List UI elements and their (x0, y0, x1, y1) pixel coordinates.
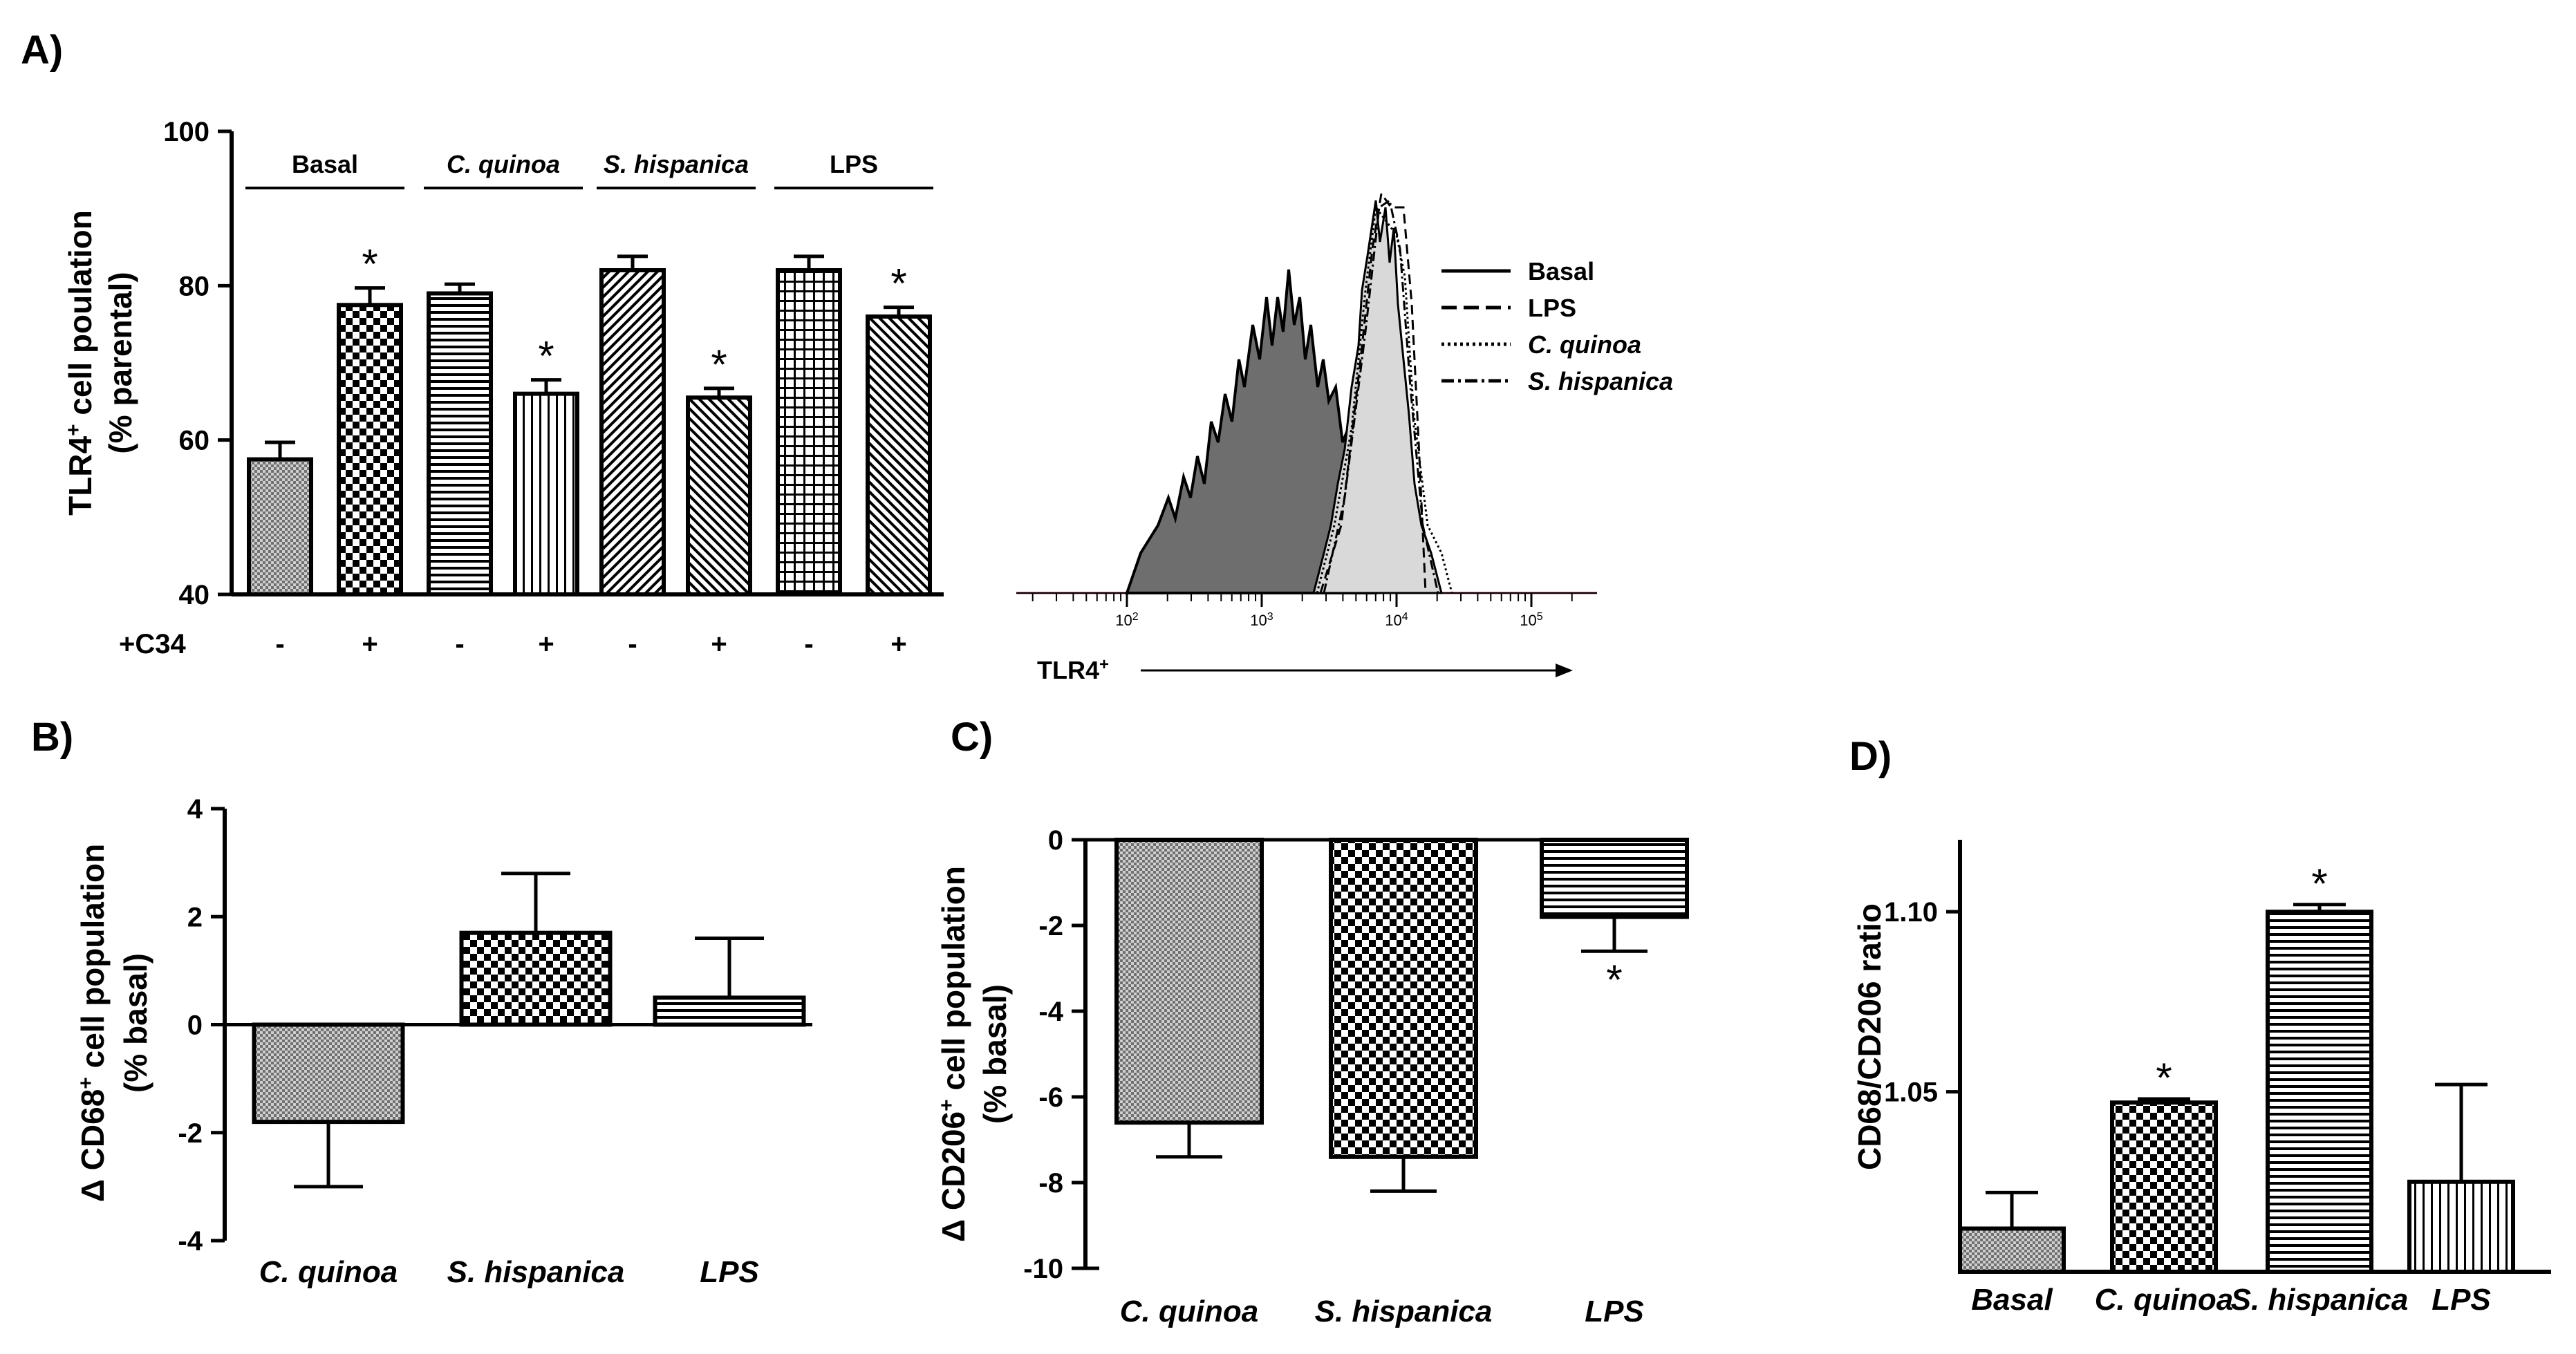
x-tick-label: C. quinoa (1120, 1295, 1258, 1328)
histogram-basal-fill (1125, 269, 1378, 594)
group-label: Basal (292, 150, 358, 178)
panel-a-bar-chart: 40 60 80 100 - * + - * + - * + - * + Basal C. quinoa S. … (62, 117, 944, 659)
group-label: C. quinoa (447, 150, 560, 178)
y-tick-label: -6 (1038, 1082, 1063, 1113)
y-tick-label: 0 (187, 1010, 203, 1041)
bar (1114, 838, 1264, 1125)
x-tick-label: + (362, 629, 377, 659)
x-tick-label: S. hispanica (1315, 1295, 1493, 1328)
significance-marker: * (711, 341, 727, 388)
y-tick-label: -4 (178, 1226, 203, 1257)
histogram-x-label: TLR4+ (1037, 655, 1109, 685)
histogram-cquinoa-line (1316, 205, 1453, 594)
y-tick-label: -8 (1038, 1168, 1063, 1198)
group-label: S. hispanica (604, 150, 749, 178)
legend-cquinoa: C. quinoa (1528, 330, 1641, 359)
treatment-label: +C34 (119, 629, 186, 659)
x-tick-label: - (804, 629, 813, 659)
bar (776, 268, 842, 596)
panel-d-bar-chart: 1.05 1.10 Basal * C. quinoa * S. hispanica LPS… (1851, 840, 2551, 1317)
bar (2110, 1100, 2218, 1275)
significance-marker: * (2311, 861, 2327, 907)
y-axis-label: CD68/CD206 ratio (1851, 903, 1887, 1170)
histogram-tick-label: 104 (1385, 611, 1408, 630)
histogram-legend: Basal LPS C. quinoa S. hispanica (1441, 257, 1673, 395)
bar (252, 1022, 405, 1125)
y-tick-label: 1.10 (1884, 897, 1938, 928)
y-tick-label: 4 (187, 794, 203, 825)
x-tick-label: + (890, 629, 906, 659)
arrow-head-icon (1556, 664, 1573, 677)
significance-marker: * (1606, 957, 1622, 1003)
y-tick-label: -10 (1023, 1254, 1063, 1284)
bar (2407, 1179, 2515, 1274)
panel-label-d: D) (1849, 734, 1892, 779)
histogram-tick-label: 103 (1250, 611, 1273, 630)
bar (1958, 1226, 2066, 1274)
x-tick-label: LPS (2432, 1283, 2491, 1317)
legend-shispanica: S. hispanica (1528, 367, 1673, 395)
bar (599, 268, 666, 596)
y-axis-label: Δ CD206+ cell population (935, 866, 972, 1242)
bar (337, 303, 403, 596)
panel-label-b: B) (31, 715, 73, 760)
x-tick-label: - (455, 629, 464, 659)
y-axis-label-line2: (% basal) (118, 953, 153, 1093)
significance-marker: * (538, 333, 554, 379)
bar (459, 930, 613, 1027)
panel-label-a: A) (21, 28, 63, 73)
y-tick-label: 40 (179, 580, 210, 610)
x-tick-label: LPS (1585, 1295, 1644, 1328)
y-tick-label: -4 (1038, 997, 1063, 1027)
x-tick-label: C. quinoa (2095, 1283, 2233, 1317)
x-tick-label: - (275, 629, 284, 659)
bar (686, 395, 752, 596)
histogram-lps-line (1319, 191, 1427, 594)
bar (653, 995, 806, 1027)
y-axis-label: TLR4+ cell poulation (62, 210, 99, 516)
significance-marker: * (2156, 1055, 2172, 1101)
bar (1540, 838, 1689, 919)
y-tick-label: 1.05 (1884, 1078, 1938, 1108)
y-tick-label: -2 (178, 1118, 203, 1149)
group-label: LPS (830, 150, 878, 178)
flow-histogram: 102 103 104 105 TLR4+ Basal LPS C. quinoa S… (1016, 191, 1673, 685)
x-tick-label: C. quinoa (259, 1255, 398, 1289)
bar (427, 291, 493, 596)
y-tick-label: 0 (1048, 825, 1063, 856)
x-tick-label: S. hispanica (447, 1255, 625, 1289)
x-tick-label: + (538, 629, 554, 659)
histogram-tick-label: 105 (1520, 611, 1542, 630)
panel-c-bar-chart: -10 -8 -6 -4 -2 0 C. quinoa S. hispanica * LPS Δ… (935, 825, 1689, 1328)
panel-b-bar-chart: -4 -2 0 2 4 C. quinoa S. hispanica LPS Δ CD68+… (75, 794, 812, 1289)
bar (247, 457, 313, 596)
bar (1329, 838, 1478, 1159)
x-tick-label: Basal (1971, 1283, 2053, 1317)
histogram-tick-label: 102 (1115, 611, 1138, 630)
y-axis-label-line2: (% parental) (102, 272, 138, 453)
y-tick-label: 2 (187, 902, 203, 932)
x-tick-label: + (711, 629, 727, 659)
y-tick-label: 80 (179, 271, 210, 301)
bar (866, 314, 932, 596)
bar (2266, 910, 2373, 1274)
x-tick-label: S. hispanica (2231, 1283, 2409, 1317)
x-tick-label: LPS (700, 1255, 759, 1289)
y-axis-label: Δ CD68+ cell population (75, 844, 111, 1202)
significance-marker: * (362, 241, 377, 288)
y-tick-label: 60 (179, 426, 210, 456)
legend-lps: LPS (1528, 294, 1576, 322)
bar (513, 391, 579, 597)
x-tick-label: - (628, 629, 637, 659)
y-axis-label-line2: (% basal) (977, 984, 1013, 1124)
y-tick-label: -2 (1038, 911, 1063, 941)
panel-label-c: C) (951, 715, 993, 760)
significance-marker: * (890, 261, 906, 307)
y-tick-label: 100 (163, 117, 209, 147)
legend-basal: Basal (1528, 257, 1594, 285)
